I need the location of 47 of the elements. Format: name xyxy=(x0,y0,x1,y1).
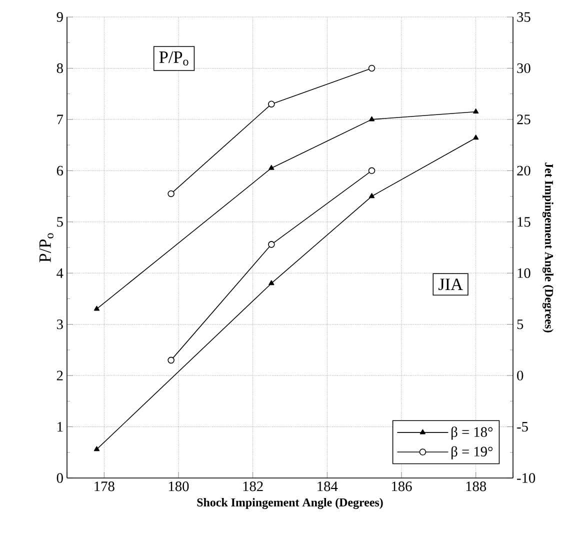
y2-axis-title: Jet Impingement Angle (Degrees) xyxy=(542,162,554,332)
y-tick-label: 8 xyxy=(56,63,63,74)
y-tick-label: 0 xyxy=(56,473,63,483)
annotation: P/P$_{o}$ xyxy=(159,51,188,66)
point xyxy=(473,108,479,114)
point xyxy=(268,280,274,286)
x-tick-label: 186 xyxy=(392,482,412,492)
legend-label: β = 19° xyxy=(452,446,493,460)
y-tick-label: 5 xyxy=(57,217,63,227)
x-tick-label: 184 xyxy=(318,482,338,492)
y-tick-label: 9 xyxy=(56,12,63,22)
point xyxy=(368,167,376,174)
x-tick-label: 180 xyxy=(169,482,189,492)
y-tick-label: 4 xyxy=(56,268,64,278)
y2-tick-label: 25 xyxy=(517,114,530,124)
y2-tick-label: 0 xyxy=(517,370,524,380)
x-tick-label: 188 xyxy=(466,482,486,492)
y2-tick-label: 10 xyxy=(518,268,530,278)
point xyxy=(168,190,174,198)
point xyxy=(368,64,376,72)
legend-label: β = 18° xyxy=(452,426,493,440)
y-tick-label: 6 xyxy=(56,166,64,176)
y2-tick-label: 20 xyxy=(517,166,530,176)
y2-tick-label: 30 xyxy=(517,63,530,74)
point xyxy=(268,241,275,248)
x-axis-title: Shock Impingement Angle (Degrees) xyxy=(197,498,383,509)
annotation: JIA xyxy=(438,278,463,290)
y-tick-label: 1 xyxy=(58,422,63,432)
y-tick-label: 7 xyxy=(57,114,64,124)
x-tick-label: 178 xyxy=(94,482,114,492)
point xyxy=(268,164,274,170)
point xyxy=(94,446,100,452)
point xyxy=(268,100,275,108)
point xyxy=(368,193,375,198)
y2-tick-label: -10 xyxy=(517,473,536,483)
y2-tick-label: 15 xyxy=(518,217,530,227)
y2-tick-label: 5 xyxy=(517,320,524,330)
y-tick-label: 2 xyxy=(56,370,63,380)
x-tick-label: 182 xyxy=(243,482,263,492)
point xyxy=(368,116,375,122)
point xyxy=(94,306,100,311)
y-tick-label: 3 xyxy=(56,320,63,330)
y2-tick-label: -5 xyxy=(517,422,528,432)
y-axis-title: P/P$_{o}$ xyxy=(39,233,54,262)
point xyxy=(168,356,174,364)
y2-tick-label: 35 xyxy=(517,12,530,22)
point xyxy=(473,134,479,140)
